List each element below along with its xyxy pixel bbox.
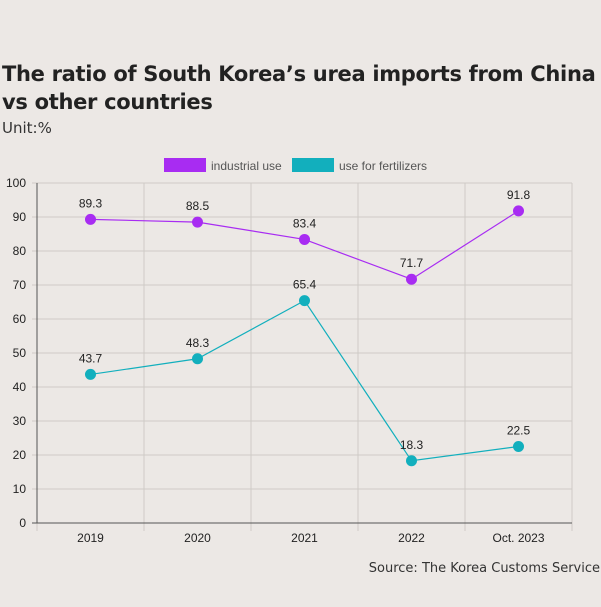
y-tick-label: 0 xyxy=(19,516,26,530)
data-point xyxy=(85,213,96,225)
y-tick-label: 100 xyxy=(6,176,26,190)
chart-title: The ratio of South Korea’s urea imports … xyxy=(2,62,596,114)
y-tick-label: 30 xyxy=(13,414,27,428)
unit-label: Unit:% xyxy=(2,119,52,137)
data-point xyxy=(513,441,524,452)
x-tick-label: 2019 xyxy=(77,531,104,545)
legend-label: use for fertilizers xyxy=(339,159,427,173)
y-tick-label: 60 xyxy=(13,312,27,326)
series-line-use-for-fertilizers xyxy=(90,299,519,462)
data-point xyxy=(299,233,310,245)
data-point xyxy=(299,295,310,307)
line-chart: industrial use use for fertilizers 0 10 20 3… xyxy=(6,158,573,545)
legend-swatch xyxy=(292,158,334,172)
data-label: 91.8 xyxy=(507,188,531,202)
x-tick-label: 2020 xyxy=(184,531,211,545)
x-tick-label: Oct. 2023 xyxy=(492,531,544,545)
data-label: 22.5 xyxy=(507,424,531,438)
y-tick-label: 90 xyxy=(13,210,27,224)
axes: 0 10 20 30 40 50 60 70 80 90 100 2019 2020 2021 2022 Oc… xyxy=(6,176,572,545)
data-label: 43.7 xyxy=(79,351,103,365)
legend-label: industrial use xyxy=(211,159,282,173)
data-label: 18.3 xyxy=(400,438,424,452)
x-tick-label: 2021 xyxy=(291,531,318,545)
data-label: 88.5 xyxy=(186,199,210,213)
legend: industrial use use for fertilizers xyxy=(164,158,427,173)
data-point xyxy=(192,216,203,228)
series-group: 89.3 88.5 83.4 71.7 91.8 43.7 48.3 65.4 18.3 22.5 xyxy=(79,188,531,467)
data-label: 89.3 xyxy=(79,196,103,210)
data-label: 83.4 xyxy=(293,216,317,230)
y-tick-label: 70 xyxy=(13,278,27,292)
data-label: 65.4 xyxy=(293,278,317,292)
y-tick-label: 50 xyxy=(13,346,27,360)
y-tick-label: 10 xyxy=(13,482,27,496)
y-tick-label: 80 xyxy=(13,244,27,258)
data-point xyxy=(85,368,96,380)
data-label: 71.7 xyxy=(400,256,424,270)
y-tick-label: 40 xyxy=(13,380,27,394)
data-point xyxy=(406,455,417,467)
x-tick-label: 2022 xyxy=(398,531,425,545)
source-note: Source: The Korea Customs Service xyxy=(368,561,600,576)
data-point xyxy=(406,273,417,285)
data-point xyxy=(513,205,524,217)
legend-swatch xyxy=(164,158,206,172)
data-point xyxy=(192,353,203,365)
gridlines xyxy=(32,182,573,531)
data-label: 48.3 xyxy=(186,336,210,350)
y-tick-label: 20 xyxy=(13,448,27,462)
